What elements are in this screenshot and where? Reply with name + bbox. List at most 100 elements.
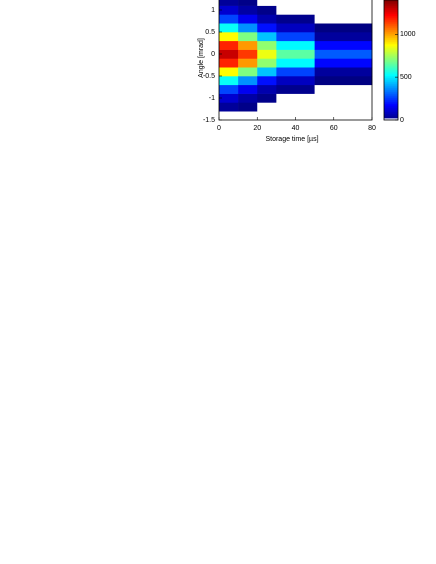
heatmap-cell bbox=[219, 93, 239, 103]
heatmap-cell bbox=[257, 67, 277, 77]
colorbar-step bbox=[384, 18, 398, 21]
heatmap-cell bbox=[314, 0, 373, 6]
heatmap-cell bbox=[314, 58, 373, 68]
heatmap-cell bbox=[257, 0, 277, 6]
heatmap-cell bbox=[314, 14, 373, 24]
heatmap-cell bbox=[219, 76, 239, 86]
x-axis-label: Storage time [µs] bbox=[265, 136, 318, 143]
heatmap-cell bbox=[219, 102, 239, 112]
heatmap-cell bbox=[314, 5, 373, 15]
heatmap-cell bbox=[314, 40, 373, 50]
heatmap-cell bbox=[238, 93, 258, 103]
x-tick-label: 0 bbox=[217, 125, 221, 132]
heatmap-cell bbox=[276, 58, 315, 68]
colorbar-step bbox=[384, 52, 398, 55]
heatmap-cell bbox=[257, 58, 277, 68]
colorbar-step bbox=[384, 46, 398, 49]
colorbar-step bbox=[384, 2, 398, 5]
heatmap-cell bbox=[276, 84, 315, 94]
heatmap-cell bbox=[276, 32, 315, 42]
heatmap-cell bbox=[276, 67, 315, 77]
colorbar-step bbox=[384, 64, 398, 67]
heatmap-cell bbox=[238, 58, 258, 68]
colorbar-step bbox=[384, 14, 398, 17]
heatmap-cell bbox=[219, 23, 239, 33]
colorbar-step bbox=[384, 32, 398, 35]
heatmap-cell bbox=[238, 84, 258, 94]
heatmap-cell bbox=[238, 49, 258, 59]
colorbar-step bbox=[384, 86, 398, 89]
y-tick-label: 0.5 bbox=[205, 29, 215, 36]
colorbar-step bbox=[384, 116, 398, 119]
colorbar-step bbox=[384, 84, 398, 87]
heatmap-cell bbox=[314, 102, 373, 112]
heatmap-cell bbox=[238, 67, 258, 77]
colorbar-frame bbox=[383, 0, 399, 121]
colorbar-step bbox=[384, 6, 398, 9]
colorbar-step bbox=[384, 72, 398, 75]
heatmap-cell bbox=[257, 102, 277, 112]
colorbar-step bbox=[384, 50, 398, 53]
colorbar-step bbox=[384, 98, 398, 101]
heatmap-cell bbox=[257, 76, 277, 86]
colorbar-step bbox=[384, 68, 398, 71]
heatmap-cell bbox=[238, 0, 258, 6]
colorbar-step bbox=[384, 56, 398, 59]
colorbar-step bbox=[384, 82, 398, 85]
colorbar-step bbox=[384, 110, 398, 113]
heatmap-cell bbox=[219, 84, 239, 94]
y-axis-label: Angle [mrad] bbox=[198, 38, 205, 78]
y-tick-label: -0.5 bbox=[203, 73, 215, 80]
colorbar-step bbox=[384, 102, 398, 105]
colorbar-step bbox=[384, 114, 398, 117]
x-tick-label: 40 bbox=[292, 125, 300, 132]
heatmap-cell bbox=[219, 14, 239, 24]
colorbar-step bbox=[384, 62, 398, 65]
heatmap-cell bbox=[276, 0, 315, 6]
heatmap-cell bbox=[314, 76, 373, 86]
colorbar-step bbox=[384, 38, 398, 41]
colorbar-step bbox=[384, 8, 398, 11]
heatmap-cell bbox=[276, 76, 315, 86]
colorbar-step bbox=[384, 100, 398, 103]
heatmap-cell bbox=[314, 32, 373, 42]
colorbar-step bbox=[384, 54, 398, 57]
colorbar-step bbox=[384, 96, 398, 99]
colorbar-step bbox=[384, 42, 398, 45]
heatmap-cell bbox=[238, 5, 258, 15]
colorbar-step bbox=[384, 90, 398, 93]
heatmap-cell bbox=[238, 40, 258, 50]
heatmap-cell bbox=[314, 49, 373, 59]
colorbar-step bbox=[384, 112, 398, 115]
colorbar-step bbox=[384, 78, 398, 81]
heatmap-cell bbox=[257, 40, 277, 50]
colorbar-step bbox=[384, 106, 398, 109]
heatmap-cell bbox=[276, 5, 315, 15]
colorbar-step bbox=[384, 30, 398, 33]
heatmap-cell bbox=[219, 58, 239, 68]
colorbar-step bbox=[384, 0, 398, 3]
heatmap-cell bbox=[276, 102, 315, 112]
colorbar-step bbox=[384, 88, 398, 91]
colorbar-step bbox=[384, 66, 398, 69]
heatmap-cell bbox=[276, 49, 315, 59]
colorbar-step bbox=[384, 44, 398, 47]
heatmap-cell bbox=[276, 93, 315, 103]
heatmap-cell bbox=[276, 14, 315, 24]
heatmap-cell bbox=[238, 32, 258, 42]
y-tick-label: -1.5 bbox=[203, 117, 215, 124]
colorbar-step bbox=[384, 70, 398, 73]
colorbar-step bbox=[384, 28, 398, 31]
heatmap-cell bbox=[314, 84, 373, 94]
heatmap-cell bbox=[257, 14, 277, 24]
heatmap-cell bbox=[257, 49, 277, 59]
heatmap-cell bbox=[238, 23, 258, 33]
heatmap-cell bbox=[314, 93, 373, 103]
colorbar-step bbox=[384, 94, 398, 97]
x-tick-label: 80 bbox=[368, 125, 376, 132]
colorbar-step bbox=[384, 34, 398, 37]
colorbar-step bbox=[384, 118, 398, 121]
colorbar-step bbox=[384, 20, 398, 23]
heatmap-cell bbox=[276, 40, 315, 50]
